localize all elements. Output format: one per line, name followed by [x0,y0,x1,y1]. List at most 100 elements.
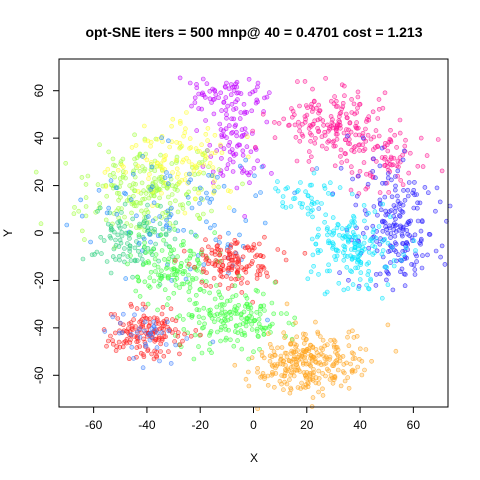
scatter-point [342,93,347,98]
scatter-point [301,348,307,354]
scatter-point [163,334,168,340]
scatter-point [351,335,357,340]
scatter-point [174,166,180,172]
scatter-point [397,130,403,136]
scatter-point [158,203,163,209]
scatter-point [265,331,271,337]
scatter-point [363,139,369,144]
scatter-point [188,333,194,339]
scatter-point [316,206,322,211]
scatter-point [193,328,199,333]
scatter-point [198,332,203,338]
scatter-point [349,257,355,262]
scatter-point [168,361,174,366]
scatter-point [342,247,348,253]
scatter-point [264,119,270,125]
scatter-point [407,150,413,156]
scatter-point [433,248,439,254]
scatter-point [337,355,343,360]
scatter-point [226,230,231,236]
scatter-point [129,344,135,350]
scatter-point [284,354,290,360]
scatter-point [231,88,237,93]
scatter-point [162,287,168,293]
scatter-point [142,319,148,325]
scatter-point [186,289,192,295]
scatter-point [357,169,363,174]
scatter-point [196,162,201,167]
scatter-point [221,146,227,151]
scatter-point [325,232,330,238]
scatter-point [255,288,260,294]
scatter-point [426,232,432,237]
scatter-point [337,185,343,190]
scatter-point [229,130,234,136]
scatter-point [256,264,261,269]
scatter-point [389,245,395,250]
scatter-point [296,119,301,125]
scatter-point [78,197,83,203]
scatter-point [366,250,372,255]
scatter-point [294,189,300,195]
scatter-point [348,268,353,274]
scatter-point [284,368,289,374]
scatter-point [119,206,124,211]
scatter-point [109,227,115,232]
scatter-point [232,261,238,266]
scatter-point [249,315,254,320]
scatter-point [108,178,114,183]
scatter-point [437,199,443,205]
scatter-point [269,171,274,176]
scatter-point [176,269,182,275]
scatter-point [392,209,398,214]
scatter-point [188,229,194,235]
scatter-point [317,334,323,339]
scatter-point [272,120,277,125]
scatter-point [234,253,240,259]
scatter-point [244,301,249,307]
scatter-point [187,171,192,177]
scatter-point [326,240,331,246]
scatter-point [137,334,143,340]
scatter-point [255,80,261,86]
scatter-point [330,232,335,238]
scatter-point [293,320,298,326]
scatter-point [356,142,361,148]
scatter-point [383,212,389,218]
scatter-point [219,318,224,324]
scatter-point [302,120,308,125]
scatter-point [251,349,256,355]
scatter-point [243,218,249,223]
scatter-point [227,157,233,162]
scatter-point [411,188,417,193]
scatter-point [239,280,244,286]
scatter-point [362,367,367,373]
scatter-point [380,201,386,207]
scatter-point [377,163,383,169]
scatter-point [307,371,313,376]
scatter-point [389,177,394,183]
scatter-point [151,319,157,325]
scatter-point [286,320,292,326]
scatter-point [222,313,228,319]
scatter-point [295,79,300,84]
scatter-point [123,191,128,197]
scatter-point [244,264,250,270]
scatter-point [182,331,187,337]
scatter-point [258,190,263,195]
scatter-point [123,276,128,281]
scatter-point [164,217,169,223]
scatter-point [227,140,233,145]
scatter-point [358,270,364,276]
scatter-point [325,129,331,134]
scatter-point [410,190,416,196]
scatter-point [284,350,289,356]
scatter-point [269,321,275,327]
scatter-point [208,284,213,289]
scatter-point [205,138,210,143]
scatter-point [230,169,236,174]
scatter-point [292,122,298,128]
scatter-point [117,184,122,190]
scatter-point [212,230,217,235]
scatter-point [349,191,355,197]
